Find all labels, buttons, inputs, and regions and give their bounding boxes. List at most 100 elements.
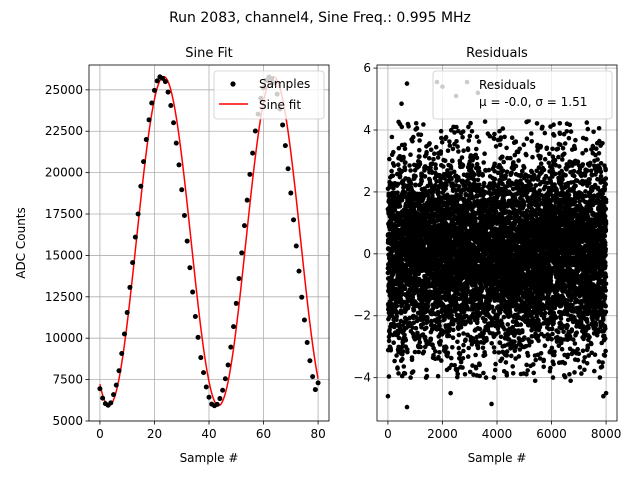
- residual-point: [471, 301, 477, 307]
- residual-point: [511, 160, 516, 165]
- residual-point: [450, 146, 456, 152]
- residual-point: [464, 292, 469, 298]
- residual-point: [508, 215, 513, 220]
- sine-fit-xlabel: Sample #: [180, 451, 239, 465]
- sample-point: [228, 344, 234, 350]
- residual-point: [402, 371, 408, 376]
- residual-point: [470, 163, 475, 168]
- residual-point: [439, 135, 444, 141]
- residual-point: [448, 127, 454, 133]
- residual-point: [449, 274, 455, 280]
- residual-point: [424, 325, 429, 331]
- residual-point: [474, 155, 480, 161]
- residual-point: [402, 332, 407, 338]
- sine-fit-legend: Samples Sine fit: [213, 70, 325, 120]
- residual-point: [396, 335, 402, 341]
- residual-point: [391, 324, 397, 330]
- residual-point: [501, 159, 507, 165]
- residual-point: [455, 371, 461, 377]
- residual-point: [396, 322, 402, 328]
- x-tick-label: 20: [147, 427, 162, 441]
- residual-point: [411, 307, 417, 313]
- sample-point: [165, 89, 171, 95]
- sample-point: [195, 334, 201, 340]
- residual-point: [391, 163, 397, 168]
- residual-point: [432, 151, 437, 156]
- residual-point: [435, 373, 441, 379]
- residual-point: [456, 184, 462, 189]
- residual-point: [407, 163, 412, 168]
- residual-point: [413, 173, 418, 179]
- residual-point: [454, 124, 459, 130]
- residual-point: [497, 142, 503, 148]
- y-tick-label: 25000: [45, 83, 83, 97]
- residual-point: [454, 193, 460, 199]
- residual-point: [437, 319, 442, 324]
- residual-point: [484, 338, 489, 343]
- residual-point: [493, 361, 498, 367]
- residual-point: [496, 350, 502, 355]
- residual-point: [392, 207, 398, 212]
- residual-point: [438, 149, 444, 154]
- sample-point: [231, 324, 237, 330]
- residual-point: [403, 160, 408, 165]
- residual-point: [431, 353, 436, 358]
- residual-point: [475, 319, 480, 325]
- residual-point: [459, 155, 465, 160]
- residual-point: [447, 139, 452, 144]
- residual-point: [386, 374, 392, 379]
- residual-point: [410, 138, 415, 144]
- residual-point: [469, 129, 475, 134]
- residual-point: [462, 372, 468, 377]
- residual-point: [445, 350, 451, 356]
- residual-point: [504, 169, 510, 175]
- residual-point: [416, 336, 422, 342]
- residual-point: [437, 342, 443, 347]
- sample-point: [190, 289, 196, 295]
- sample-point: [121, 331, 127, 337]
- residual-point: [388, 348, 394, 353]
- residual-point: [460, 129, 466, 134]
- y-tick-label: 20000: [45, 166, 83, 180]
- residual-point: [434, 178, 439, 184]
- sample-point: [179, 187, 185, 193]
- residual-point: [437, 350, 442, 355]
- residual-point: [387, 156, 392, 162]
- residual-point: [468, 120, 473, 126]
- residual-point: [442, 176, 447, 181]
- residual-point: [460, 365, 465, 370]
- residual-point: [451, 169, 457, 175]
- residual-point: [465, 147, 471, 153]
- residual-point: [433, 144, 439, 150]
- residual-point: [439, 358, 444, 363]
- residual-point: [414, 125, 420, 131]
- residual-point: [480, 173, 486, 178]
- residual-point: [496, 330, 501, 335]
- sample-point: [108, 400, 114, 406]
- residual-point: [421, 349, 427, 355]
- residual-point: [425, 304, 431, 309]
- residual-point: [516, 354, 522, 359]
- residual-point: [392, 358, 397, 364]
- residual-point: [429, 170, 435, 176]
- residual-point: [394, 303, 400, 309]
- residual-point: [477, 373, 483, 379]
- sample-point: [146, 117, 152, 123]
- residual-point: [406, 124, 411, 129]
- residual-point: [433, 183, 438, 188]
- residual-point: [504, 349, 510, 354]
- residual-point: [460, 356, 466, 361]
- residual-point: [408, 375, 413, 380]
- residual-point: [401, 364, 407, 369]
- legend-samples-label: Samples: [259, 77, 310, 91]
- residual-point: [456, 345, 462, 351]
- residual-point: [516, 158, 521, 163]
- sample-point: [154, 78, 160, 84]
- residual-point: [449, 176, 454, 182]
- residual-point: [439, 140, 445, 145]
- residual-point: [505, 322, 511, 327]
- residual-point: [413, 314, 419, 320]
- residual-point: [428, 147, 434, 153]
- residual-point: [433, 349, 438, 354]
- y-tick-label: 15000: [45, 248, 83, 262]
